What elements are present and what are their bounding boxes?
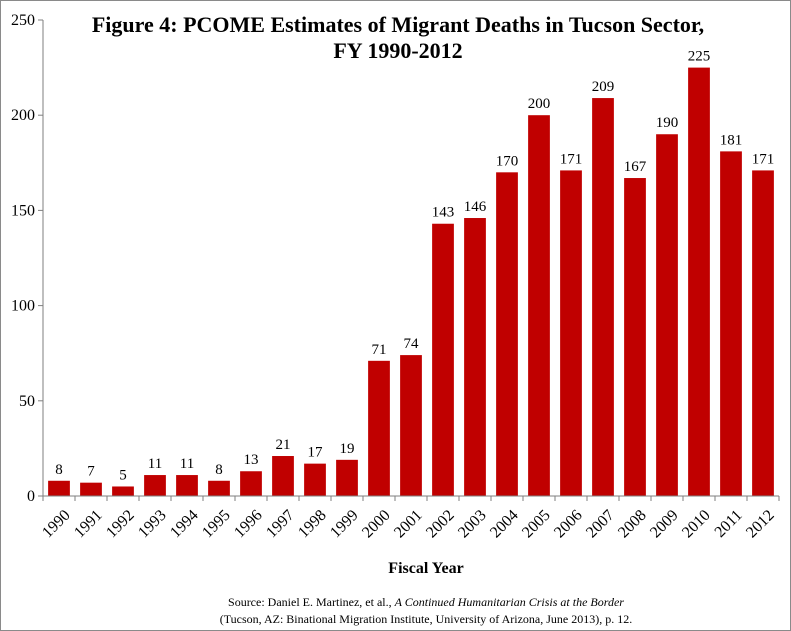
bar-1990 [48, 480, 70, 496]
data-label-2011: 181 [720, 132, 743, 148]
x-tick-label-1993: 1993 [135, 507, 170, 542]
x-tick-label-2011: 2011 [712, 507, 746, 541]
x-tick-label-2004: 2004 [487, 507, 522, 542]
bar-2002 [432, 223, 454, 496]
y-tick-label: 150 [11, 202, 35, 219]
chart-title-line2: FY 1990-2012 [333, 38, 462, 63]
x-tick-label-1992: 1992 [103, 507, 138, 542]
bar-1991 [80, 482, 102, 496]
bar-2004 [496, 172, 518, 496]
bar-2000 [368, 360, 390, 496]
y-tick-label: 0 [27, 488, 35, 505]
bar-2011 [720, 151, 742, 496]
y-tick-label: 200 [11, 107, 35, 124]
x-tick-label-1997: 1997 [263, 507, 298, 542]
bar-1999 [336, 459, 358, 496]
x-tick-label-2010: 2010 [679, 507, 714, 542]
chart-title-line1: Figure 4: PCOME Estimates of Migrant Dea… [92, 12, 704, 37]
data-label-1999: 19 [340, 441, 355, 457]
y-tick-label: 100 [11, 298, 35, 315]
bar-1996 [240, 471, 262, 496]
data-label-2001: 74 [404, 336, 420, 352]
x-tick-label-2001: 2001 [391, 507, 426, 542]
y-tick-label: 50 [19, 393, 35, 410]
x-axis: 1990199119921993199419951996199719981999… [39, 495, 780, 542]
data-label-1994: 11 [180, 456, 194, 472]
data-label-1991: 7 [87, 464, 95, 480]
x-tick-label-2005: 2005 [519, 507, 554, 542]
data-label-1993: 11 [148, 456, 162, 472]
y-tick-label: 250 [11, 12, 35, 29]
data-label-1996: 13 [244, 452, 259, 468]
source-prefix: Source: Daniel E. Martinez, et al., [228, 595, 395, 609]
source-line1: Source: Daniel E. Martinez, et al., A Co… [228, 595, 624, 609]
x-tick-label-2007: 2007 [583, 507, 618, 542]
bar-1993 [144, 475, 166, 496]
x-tick-label-1994: 1994 [167, 507, 202, 542]
x-tick-label-2003: 2003 [455, 507, 490, 542]
x-tick-label-2012: 2012 [743, 507, 778, 542]
source-line2: (Tucson, AZ: Binational Migration Instit… [220, 612, 633, 626]
x-tick-label-1998: 1998 [295, 507, 330, 542]
data-label-2007: 209 [592, 79, 615, 95]
bar-1998 [304, 463, 326, 496]
data-label-2004: 170 [496, 153, 519, 169]
x-tick-label-2002: 2002 [423, 507, 458, 542]
data-label-1997: 21 [276, 437, 291, 453]
x-tick-label-2000: 2000 [359, 507, 394, 542]
bar-1997 [272, 456, 294, 496]
data-label-2012: 171 [752, 151, 775, 167]
x-tick-label-2009: 2009 [647, 507, 682, 542]
source-title: A Continued Humanitarian Crisis at the B… [394, 595, 625, 609]
bar-1994 [176, 475, 198, 496]
bar-2008 [624, 178, 646, 497]
x-tick-label-2006: 2006 [551, 507, 586, 542]
data-label-1995: 8 [215, 462, 223, 478]
bars: 8 7 5 11 11 8 13 21 17 19 71 74 143 146 170 200 171 209 16… [48, 49, 775, 497]
data-label-1998: 17 [308, 445, 324, 461]
bar-2001 [400, 355, 422, 496]
data-label-2008: 167 [624, 159, 647, 175]
data-label-2003: 146 [464, 199, 487, 215]
bar-2003 [464, 218, 486, 497]
data-label-2006: 171 [560, 151, 583, 167]
data-label-2002: 143 [432, 205, 455, 221]
data-label-2000: 71 [372, 342, 387, 358]
bar-1992 [112, 486, 134, 496]
x-tick-label-1999: 1999 [327, 507, 362, 542]
bar-2012 [752, 170, 774, 496]
data-label-1992: 5 [119, 467, 127, 483]
x-tick-label-1995: 1995 [199, 507, 234, 542]
data-label-2005: 200 [528, 96, 551, 112]
bar-2006 [560, 170, 582, 496]
x-tick-label-2008: 2008 [615, 507, 650, 542]
bar-2009 [656, 134, 678, 497]
x-axis-label: Fiscal Year [388, 560, 463, 577]
data-label-2010: 225 [688, 49, 711, 65]
bar-2007 [592, 98, 614, 497]
y-axis: 0 50 100 150 200 250 [11, 12, 44, 505]
x-tick-label-1990: 1990 [39, 507, 74, 542]
data-label-1990: 8 [55, 462, 63, 478]
bar-1995 [208, 480, 230, 496]
x-tick-label-1996: 1996 [231, 507, 266, 542]
x-tick-label-1991: 1991 [71, 507, 106, 542]
bar-2010 [688, 67, 710, 496]
data-label-2009: 190 [656, 115, 679, 131]
bar-2005 [528, 115, 550, 496]
